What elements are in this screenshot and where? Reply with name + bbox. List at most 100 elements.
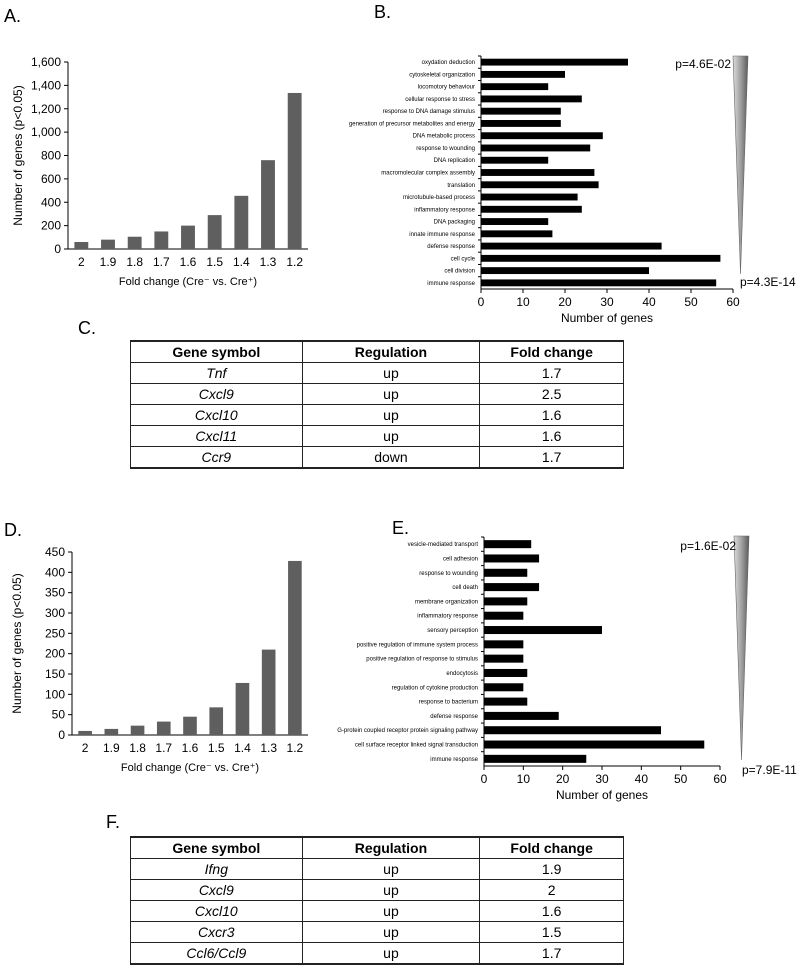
bar xyxy=(287,92,302,249)
regulation-cell: up xyxy=(301,404,481,426)
y-tick-label: 450 xyxy=(45,545,65,559)
x-tick-label: 1.5 xyxy=(208,741,225,755)
table-row: Cxcl10 up 1.6 xyxy=(130,404,624,426)
fold-change-cell: 2.5 xyxy=(479,383,624,405)
category-label: cell death xyxy=(452,585,478,591)
x-tick-label: 60 xyxy=(726,295,740,309)
bar xyxy=(481,230,553,238)
y-tick-label: 300 xyxy=(45,606,65,620)
category-label: positive regulation of immune system pro… xyxy=(357,642,478,648)
bar xyxy=(484,683,524,692)
bar xyxy=(481,58,628,66)
regulation-cell: up xyxy=(301,879,481,901)
column-header-fold-change: Fold change xyxy=(479,340,624,363)
bar xyxy=(288,560,302,735)
bar xyxy=(481,267,649,275)
bar xyxy=(484,583,540,592)
p-value-gradient-wedge xyxy=(733,535,750,761)
bar xyxy=(207,215,222,249)
category-label: defense response xyxy=(427,244,475,250)
category-label: cell cycle xyxy=(451,256,476,262)
bar xyxy=(78,730,92,735)
bar xyxy=(481,107,561,115)
table-row: Cxcl11 up 1.6 xyxy=(130,425,624,447)
fold-change-cell: 1.5 xyxy=(479,921,624,943)
panel-label-f: F. xyxy=(106,812,121,832)
bar xyxy=(235,682,250,735)
bar xyxy=(104,728,119,735)
y-tick-label: 600 xyxy=(41,172,61,186)
table-row: Cxcl9 up 2.5 xyxy=(130,383,624,405)
column-header-regulation: Regulation xyxy=(301,836,481,859)
y-tick-label: 0 xyxy=(58,728,65,742)
x-axis-title: Number of genes xyxy=(561,311,653,325)
bar xyxy=(484,711,559,720)
table-f-gene-regulation: Gene symbol Regulation Fold change Ifng … xyxy=(130,836,624,965)
bar xyxy=(484,640,524,649)
category-label: sensory perception xyxy=(427,628,478,634)
x-tick-label: 40 xyxy=(642,295,656,309)
fold-change-cell: 1.7 xyxy=(479,942,624,965)
gene-symbol-cell: Cxcl10 xyxy=(130,404,303,426)
category-label: positive regulation of response to stimu… xyxy=(366,657,478,663)
bar xyxy=(101,239,115,249)
bar xyxy=(156,721,171,735)
fold-change-cell: 1.6 xyxy=(479,900,624,922)
gene-symbol-cell: Cxcl9 xyxy=(130,879,303,901)
x-tick-label: 1.4 xyxy=(234,741,251,755)
table-row: Ifng up 1.9 xyxy=(130,858,624,880)
table-row: Cxcr3 up 1.5 xyxy=(130,921,624,943)
bar xyxy=(481,156,549,164)
bar xyxy=(481,120,561,127)
bar xyxy=(484,668,528,677)
bar xyxy=(484,597,528,606)
y-tick-label: 200 xyxy=(45,647,65,661)
bar xyxy=(209,707,224,735)
fold-change-cell: 1.6 xyxy=(479,425,624,447)
category-label: cell division xyxy=(444,269,475,275)
y-tick-label: 350 xyxy=(45,586,65,600)
bar xyxy=(481,132,603,140)
bar xyxy=(74,241,89,249)
x-tick-label: 60 xyxy=(713,772,727,786)
bar xyxy=(481,169,595,176)
gene-symbol-cell: Ccl6/Ccl9 xyxy=(130,942,303,965)
panel-label-d: D. xyxy=(4,520,22,540)
x-tick-label: 1.5 xyxy=(206,255,223,269)
regulation-cell: up xyxy=(301,942,481,965)
y-tick-label: 50 xyxy=(52,708,66,722)
bar xyxy=(484,740,705,749)
bar xyxy=(484,754,587,763)
gene-symbol-cell: Ccr9 xyxy=(130,446,303,469)
x-tick-label: 50 xyxy=(684,295,698,309)
table-header-row: Gene symbol Regulation Fold change xyxy=(130,836,624,859)
column-header-fold-change: Fold change xyxy=(479,836,624,859)
x-tick-label: 1.2 xyxy=(287,741,304,755)
y-tick-label: 1,200 xyxy=(31,102,61,116)
y-tick-label: 0 xyxy=(54,242,61,256)
bar xyxy=(261,649,276,735)
table-row: Tnf up 1.7 xyxy=(130,362,624,384)
category-label: membrane organization xyxy=(415,599,478,605)
x-axis-title: Number of genes xyxy=(556,788,648,802)
bar xyxy=(481,144,591,152)
regulation-cell: up xyxy=(301,362,481,384)
bar xyxy=(484,626,602,635)
x-tick-label: 1.7 xyxy=(155,741,172,755)
regulation-cell: up xyxy=(301,921,481,943)
x-tick-label: 1.3 xyxy=(260,741,277,755)
gene-symbol-cell: Tnf xyxy=(130,362,303,384)
category-label: regulation of cytokine production xyxy=(392,685,478,691)
column-header-gene-symbol: Gene symbol xyxy=(130,340,303,363)
bar xyxy=(484,554,540,563)
bar xyxy=(154,231,169,249)
table-row: Ccl6/Ccl9 up 1.7 xyxy=(130,942,624,965)
x-tick-label: 1.9 xyxy=(100,255,117,269)
bar xyxy=(183,716,197,735)
panel-label-c: C. xyxy=(78,318,96,338)
y-tick-label: 1,400 xyxy=(31,78,61,92)
regulation-cell: up xyxy=(301,858,481,880)
bar xyxy=(481,218,549,225)
y-axis-title: Number of genes (p<0.05) xyxy=(11,85,25,225)
column-header-regulation: Regulation xyxy=(301,340,481,363)
